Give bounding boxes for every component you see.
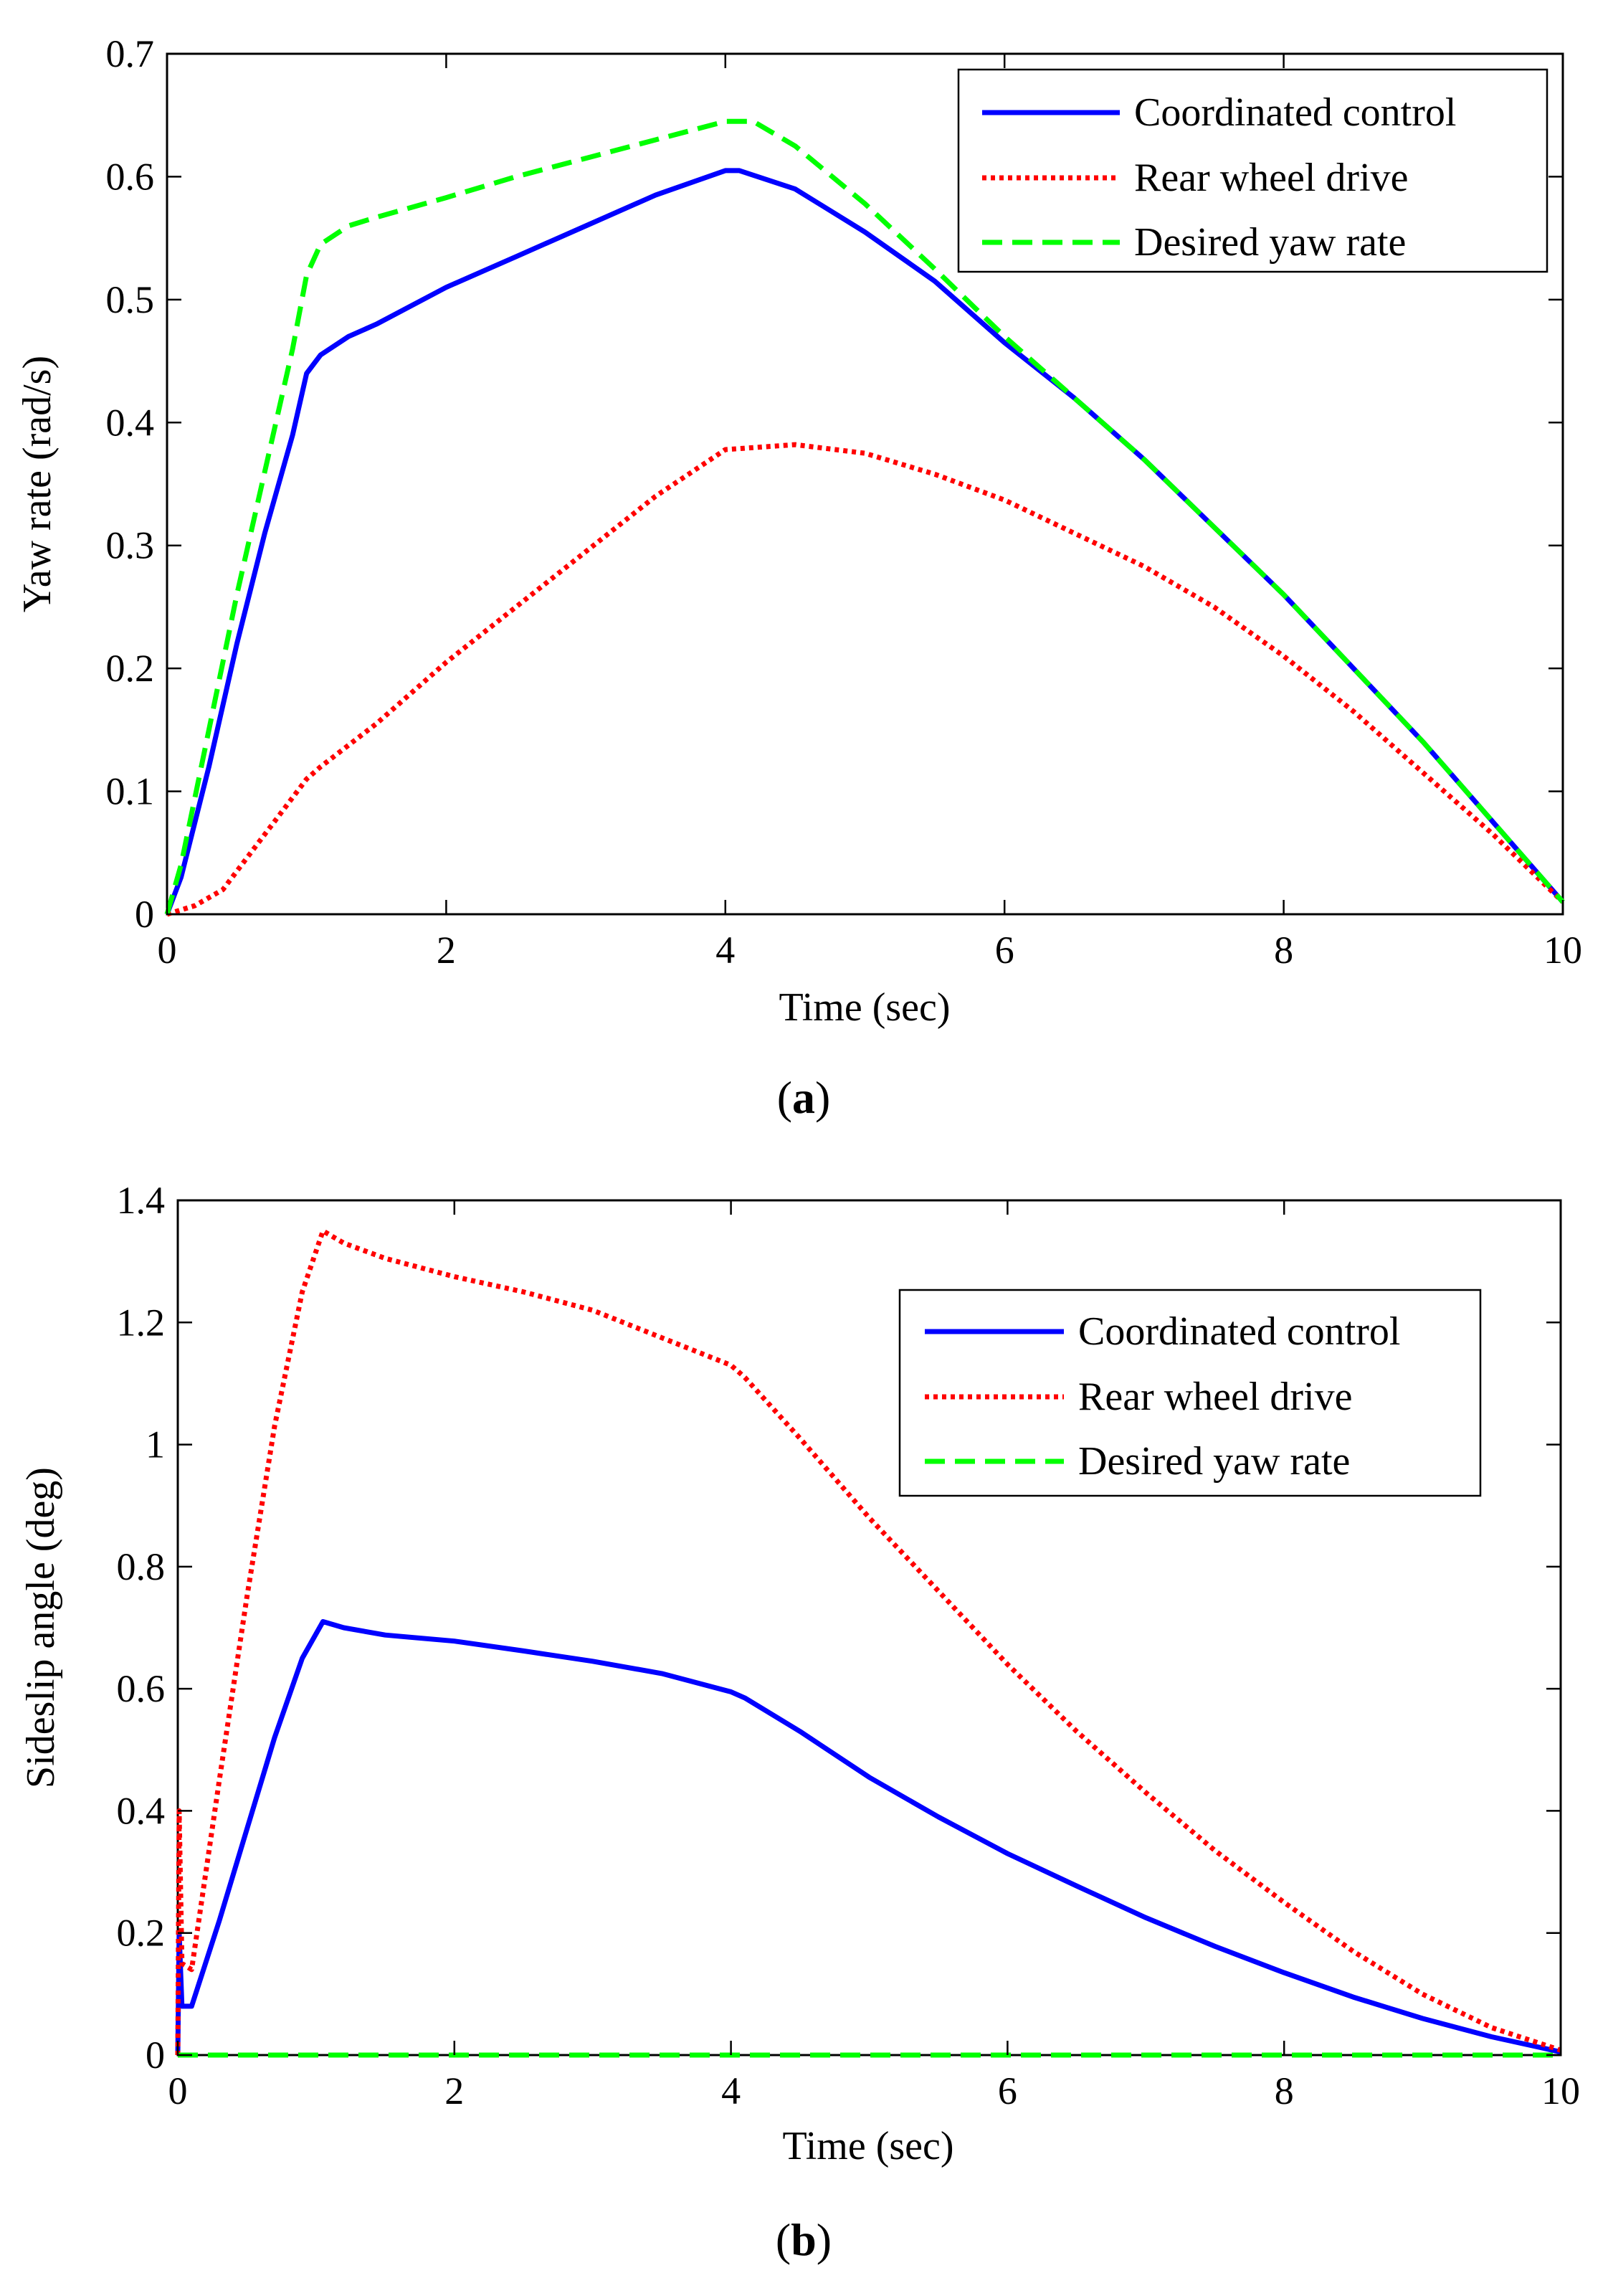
chart-a-series-desired [164,118,1565,915]
chart-a: 0 2 4 6 8 10 0 0.1 0.2 0.3 0.4 0.5 0.6 0.7 Time (sec)… [15,32,1582,1123]
chart-b-x-tick-label: 0 [168,2069,188,2112]
chart-a-series-group [164,118,1565,917]
chart-b-series-rear [175,1228,1562,2056]
chart-b-y-tick-label: 0 [146,2034,165,2077]
chart-a-y-tick-label: 0.5 [106,278,155,321]
chart-b-x-tick-label: 10 [1541,2069,1580,2112]
chart-b-y-tick-label: 0.2 [117,1912,166,1955]
chart-a-x-tick-label: 10 [1543,929,1582,972]
chart-a-x-tick-label: 0 [158,929,177,972]
chart-a-y-tick-label: 0.4 [106,401,155,444]
chart-a-y-tick-label: 0 [135,893,154,936]
chart-b-ticks: 0 2 4 6 8 10 0 0.2 0.4 0.6 0.8 1 1.2 1.4 [117,1179,1581,2112]
chart-b-caption-letter: b [791,2214,817,2265]
chart-b-y-tick-label: 0.8 [117,1545,166,1588]
chart-a-y-tick-label: 0.1 [106,770,155,813]
chart-a-x-tick-label: 6 [995,929,1014,972]
chart-a-ticks: 0 2 4 6 8 10 0 0.1 0.2 0.3 0.4 0.5 0.6 0.7 [106,32,1583,972]
chart-a-legend-box [957,68,1548,273]
chart-b: 0 2 4 6 8 10 0 0.2 0.4 0.6 0.8 1 1.2 1.4 Time (sec) S… [19,1179,1580,2265]
chart-a-caption: (a) [777,1072,831,1123]
chart-a-x-axis-label: Time (sec) [779,985,950,1030]
chart-b-y-tick-label: 1 [146,1423,165,1466]
chart-a-legend-label-desired: Desired yaw rate [1134,220,1406,265]
chart-a-legend-label-coordinated: Coordinated control [1134,90,1456,135]
chart-a-y-axis-label: Yaw rate (rad/s) [15,356,60,612]
chart-a-legend-label-rear: Rear wheel drive [1134,156,1408,200]
chart-a-x-tick-label: 2 [437,929,456,972]
chart-a-y-tick-label: 0.6 [106,155,155,198]
chart-a-y-tick-label: 0.3 [106,524,155,567]
chart-b-legend-label-desired: Desired yaw rate [1078,1439,1350,1484]
chart-b-x-tick-label: 8 [1275,2069,1294,2112]
chart-b-legend-label-coordinated: Coordinated control [1078,1309,1400,1354]
chart-b-x-tick-label: 4 [721,2069,741,2112]
chart-b-x-tick-label: 6 [998,2069,1017,2112]
chart-b-x-axis-label: Time (sec) [782,2124,953,2168]
chart-b-y-tick-label: 0.4 [117,1789,166,1832]
chart-b-y-axis-label: Sideslip angle (deg) [19,1467,63,1788]
chart-a-y-tick-label: 0.7 [106,32,155,75]
chart-b-caption: (b) [776,2214,832,2265]
chart-a-series-coordinated [164,168,1565,916]
chart-b-series-group [175,1228,1562,2058]
chart-a-series-rear [166,442,1565,917]
chart-a-x-tick-label: 8 [1274,929,1293,972]
chart-b-x-tick-label: 2 [444,2069,464,2112]
chart-b-y-tick-label: 1.2 [117,1301,166,1344]
chart-b-series-coordinated [175,1619,1561,2056]
chart-b-y-tick-label: 1.4 [117,1179,166,1222]
chart-b-legend-label-rear: Rear wheel drive [1078,1375,1352,1419]
chart-a-y-tick-label: 0.2 [106,647,155,690]
chart-b-legend: Coordinated control Rear wheel drive Des… [898,1289,1482,1497]
chart-a-x-tick-label: 4 [715,929,735,972]
chart-a-caption-letter: a [792,1072,815,1123]
chart-b-y-tick-label: 0.6 [117,1667,166,1710]
chart-a-legend: Coordinated control Rear wheel drive Des… [957,68,1548,273]
